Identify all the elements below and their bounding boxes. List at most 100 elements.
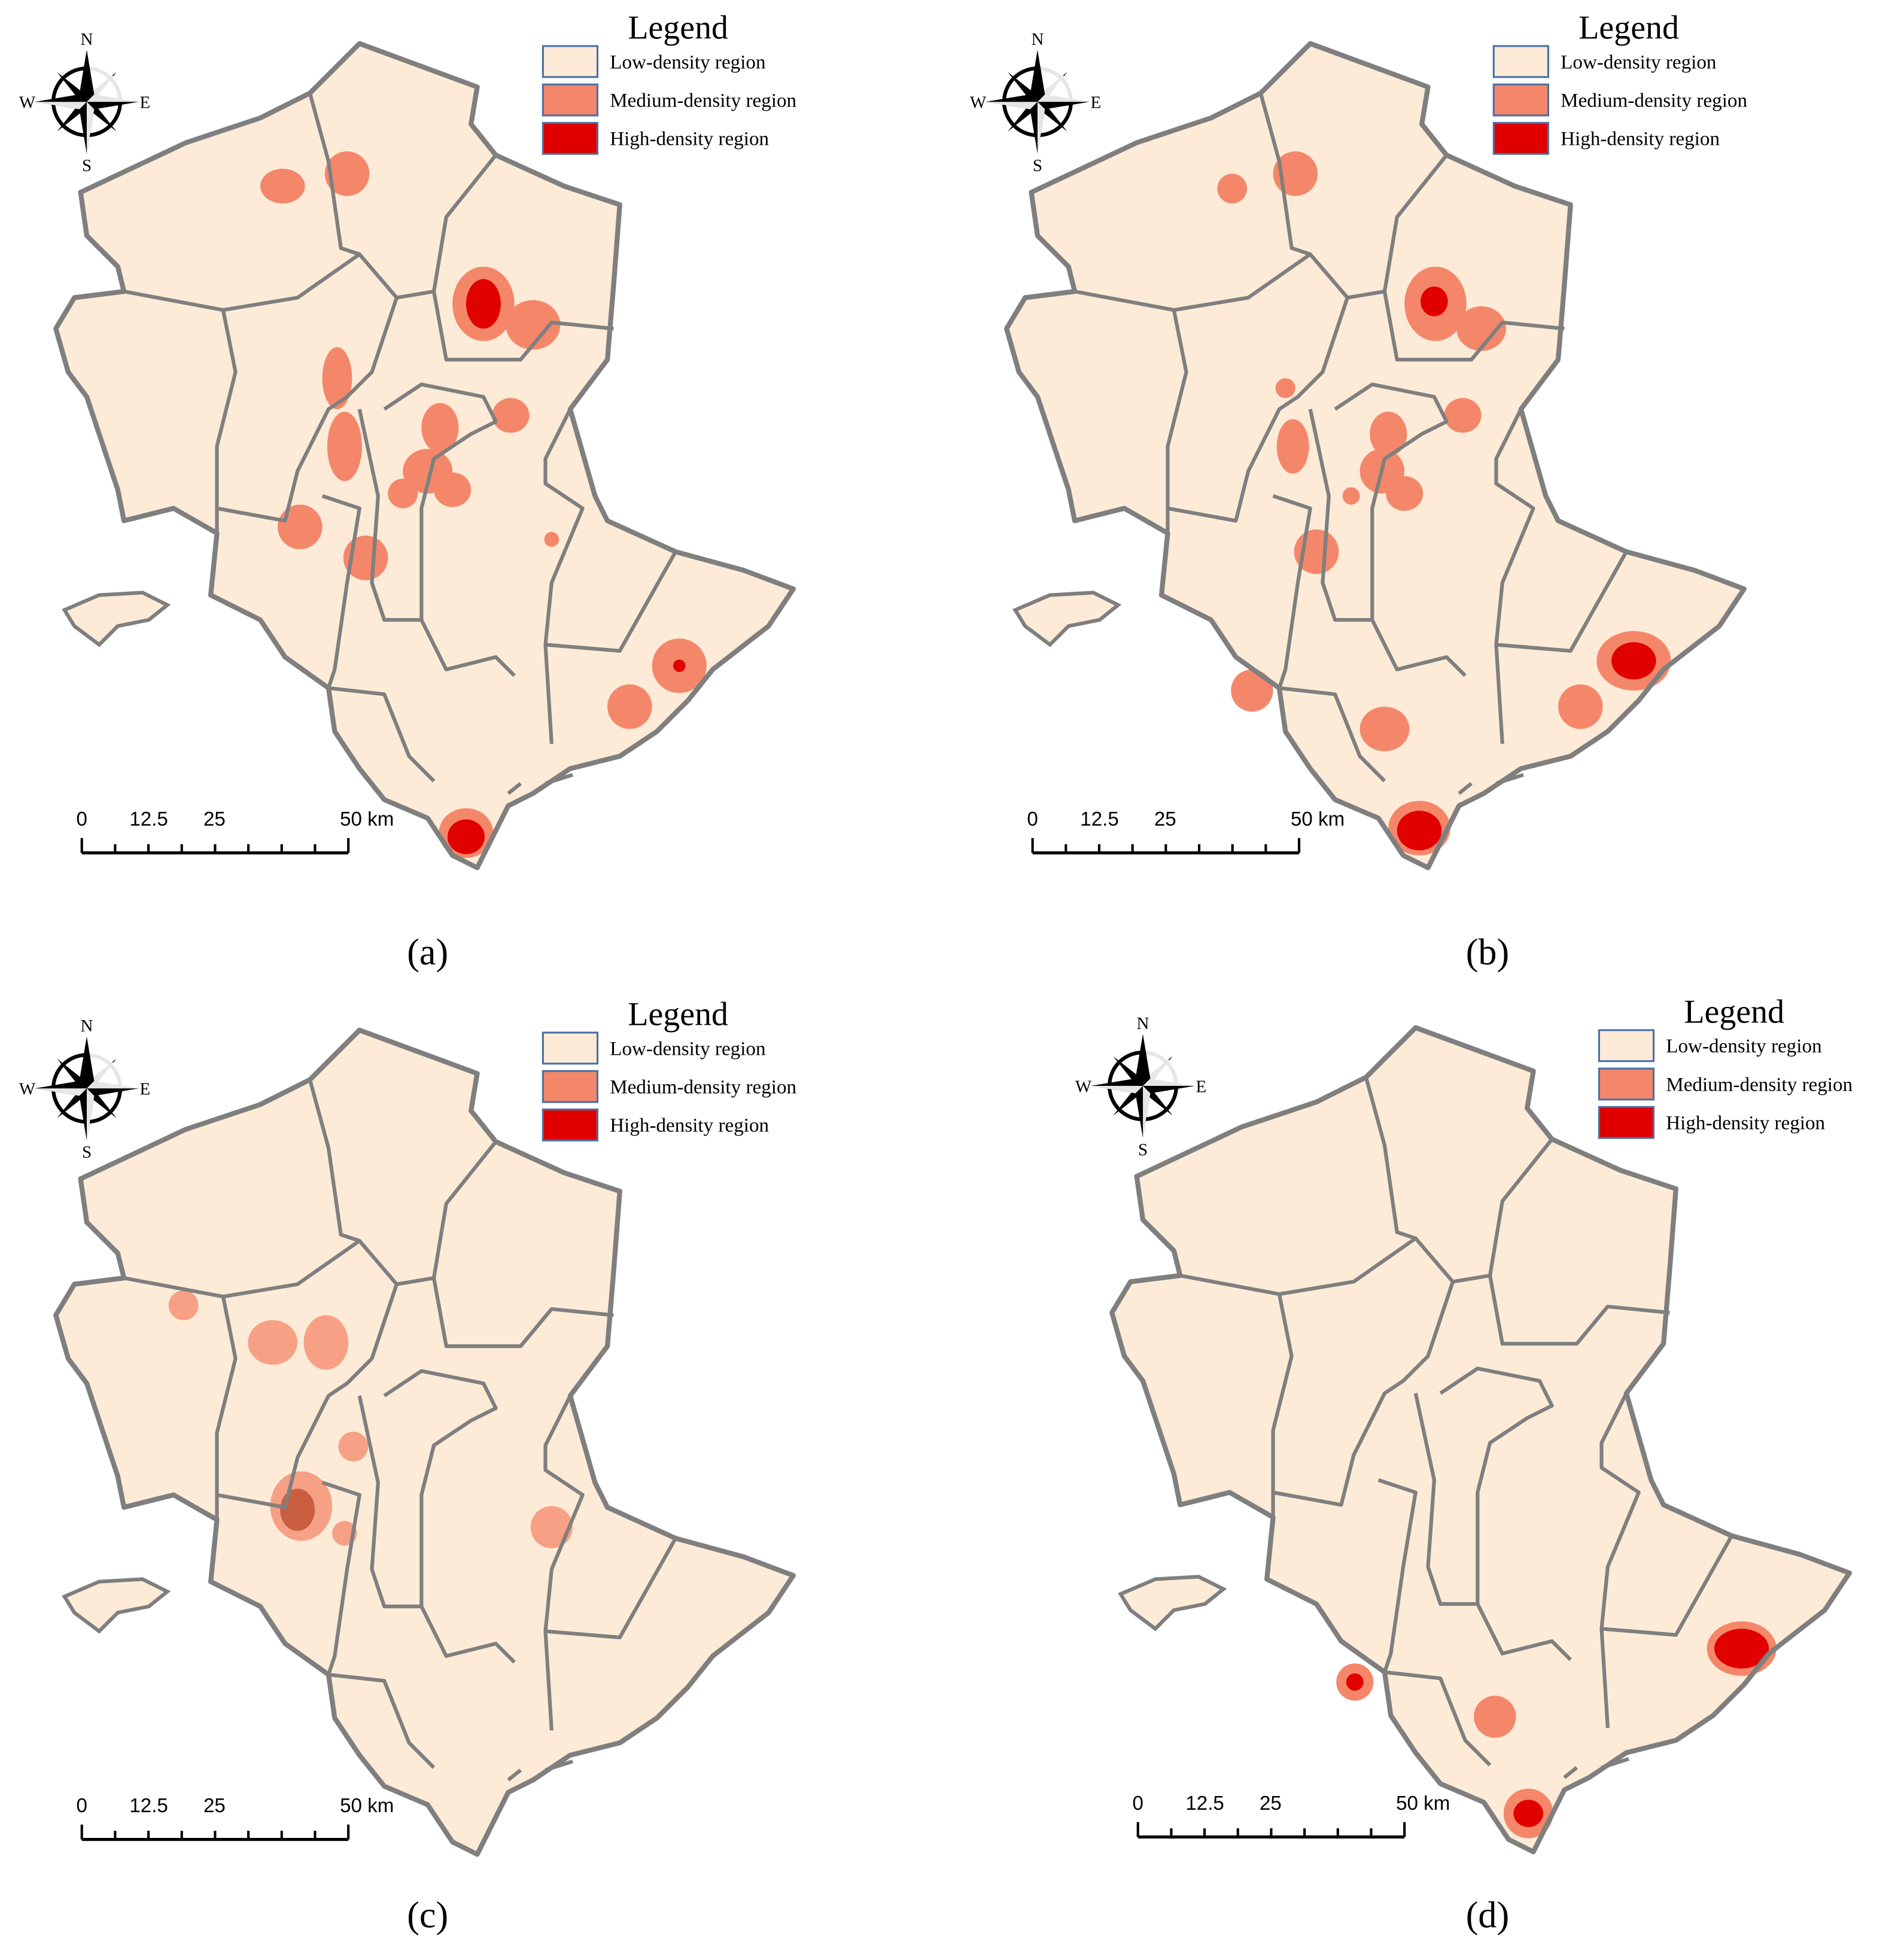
compass-n: N [81, 30, 93, 49]
compass-n: N [1031, 30, 1044, 49]
outline [1004, 41, 1747, 870]
medium-density-area [1386, 476, 1424, 511]
outline [53, 1027, 796, 1857]
compass-highlight [1091, 1034, 1196, 1139]
district-border [1334, 382, 1467, 677]
compass-s: S [82, 156, 92, 175]
panel-label: (d) [1466, 1895, 1509, 1936]
high-density-area [673, 659, 686, 672]
medium-density-area [168, 1290, 199, 1320]
scale-label: 12.5 [1080, 808, 1118, 830]
medium-density-area [324, 151, 370, 196]
district-border [1452, 1138, 1554, 1284]
district-border [1439, 1366, 1572, 1661]
legend-swatch [1598, 1106, 1655, 1139]
medium-density-area [388, 478, 418, 509]
district-border [216, 297, 399, 523]
map-panel: Legend Low-density region Medium-density r… [1075, 993, 1853, 1855]
legend-title: Legend [628, 10, 728, 47]
district-border [432, 291, 614, 362]
district-border [1382, 291, 1565, 362]
compass-w: W [970, 93, 987, 112]
medium-density-area [1359, 707, 1410, 751]
medium-density-area [434, 472, 472, 507]
panel-label: (c) [407, 1895, 448, 1936]
scale-label: 0 [1027, 808, 1038, 830]
district-border [1308, 409, 1373, 622]
legend-label: High-density region [610, 1115, 769, 1137]
scale-label: 50 km [1291, 808, 1345, 830]
compass-s: S [82, 1143, 92, 1162]
scale-label: 0 [77, 1795, 87, 1817]
high-density-area [447, 819, 485, 854]
legend-label: High-density region [1666, 1112, 1825, 1134]
medium-density-area [248, 1320, 298, 1365]
medium-density-area [303, 1315, 349, 1370]
district-border [396, 1140, 498, 1286]
district-border [321, 1481, 361, 1676]
high-density-area [1611, 642, 1656, 680]
medium-density-area [1370, 412, 1407, 456]
region-area [1112, 1027, 1850, 1852]
legend-swatch [542, 1108, 599, 1142]
island [62, 590, 171, 647]
district-border [1384, 1670, 1492, 1767]
legend-swatch [1598, 1067, 1655, 1101]
scale-label: 0 [77, 808, 87, 830]
map-panel: Legend Low-density region Medium-density r… [19, 10, 797, 870]
medium-density-area [338, 1432, 369, 1462]
map-panel: Legend Low-density region Medium-density r… [970, 10, 1747, 870]
compass-n: N [1137, 1014, 1149, 1033]
medium-density-area [1231, 669, 1273, 712]
district-border [1377, 1478, 1418, 1673]
medium-density-area [327, 412, 362, 482]
scale-label: 0 [1133, 1792, 1143, 1815]
high-density-area [1513, 1800, 1544, 1827]
district-border [357, 1395, 422, 1609]
compass-s: S [1033, 156, 1042, 175]
compass-w: W [19, 1080, 36, 1099]
map-panel: Legend Low-density region Medium-density r… [19, 996, 797, 1857]
district-border [123, 1239, 361, 1299]
district-border [1271, 1293, 1294, 1517]
medium-density-area [544, 532, 559, 547]
district-border [1074, 252, 1312, 312]
legend-label: Medium-density region [610, 89, 796, 111]
legend-title: Legend [628, 996, 728, 1033]
high-density-area [1346, 1673, 1364, 1691]
compass-e: E [1090, 93, 1101, 112]
district-border [1601, 1535, 1733, 1637]
legend-label: Low-density region [1666, 1035, 1822, 1057]
compass-e: E [140, 93, 151, 112]
compass-rose: N S W E [19, 1016, 150, 1162]
legend-swatch [542, 1031, 599, 1065]
district-border [383, 1369, 516, 1664]
district-border [432, 1277, 614, 1349]
island [1118, 1575, 1227, 1632]
district-border [1272, 1281, 1455, 1507]
compass-rose: N S W E [1075, 1014, 1206, 1159]
legend-title: Legend [1578, 10, 1679, 47]
coast-islets [507, 1760, 574, 1782]
district-border [383, 382, 516, 677]
district-border [1496, 550, 1628, 653]
scale-label: 25 [203, 808, 226, 830]
district-border [123, 252, 361, 312]
district-border [545, 550, 677, 653]
high-density-area [1714, 1629, 1769, 1669]
medium-density-area [607, 684, 652, 729]
district-border [1364, 1076, 1455, 1283]
legend-label: High-density region [610, 128, 769, 150]
high-density-area [1421, 286, 1448, 316]
compass-rose: N S W E [19, 30, 150, 175]
density-areas [260, 151, 707, 858]
district-border [1179, 1237, 1417, 1296]
legend-swatch [542, 121, 599, 155]
coast-islets [507, 773, 574, 795]
scale-label: 25 [203, 1795, 226, 1817]
medium-density-area [260, 169, 305, 204]
medium-density-area [322, 347, 352, 409]
legend-swatch [542, 45, 599, 78]
district-border [328, 1672, 436, 1769]
scale-label: 50 km [1396, 1792, 1450, 1815]
